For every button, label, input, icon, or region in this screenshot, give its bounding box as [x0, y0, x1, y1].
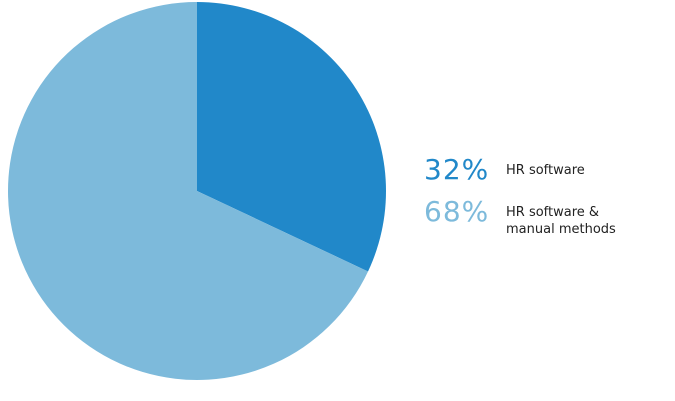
pie-slice: [197, 2, 386, 272]
legend-item: 68% HR software & manual methods: [424, 194, 674, 238]
pie-chart: [7, 2, 386, 381]
legend-item: 32% HR software: [424, 152, 674, 188]
pie-slice: [7, 2, 369, 381]
legend-label: HR software & manual methods: [506, 205, 616, 237]
legend-label: HR software: [506, 163, 585, 178]
legend: 32% HR software 68% HR software & manual me…: [424, 152, 674, 244]
value-label: 32%: [424, 153, 490, 186]
value-label: 68%: [424, 195, 490, 228]
